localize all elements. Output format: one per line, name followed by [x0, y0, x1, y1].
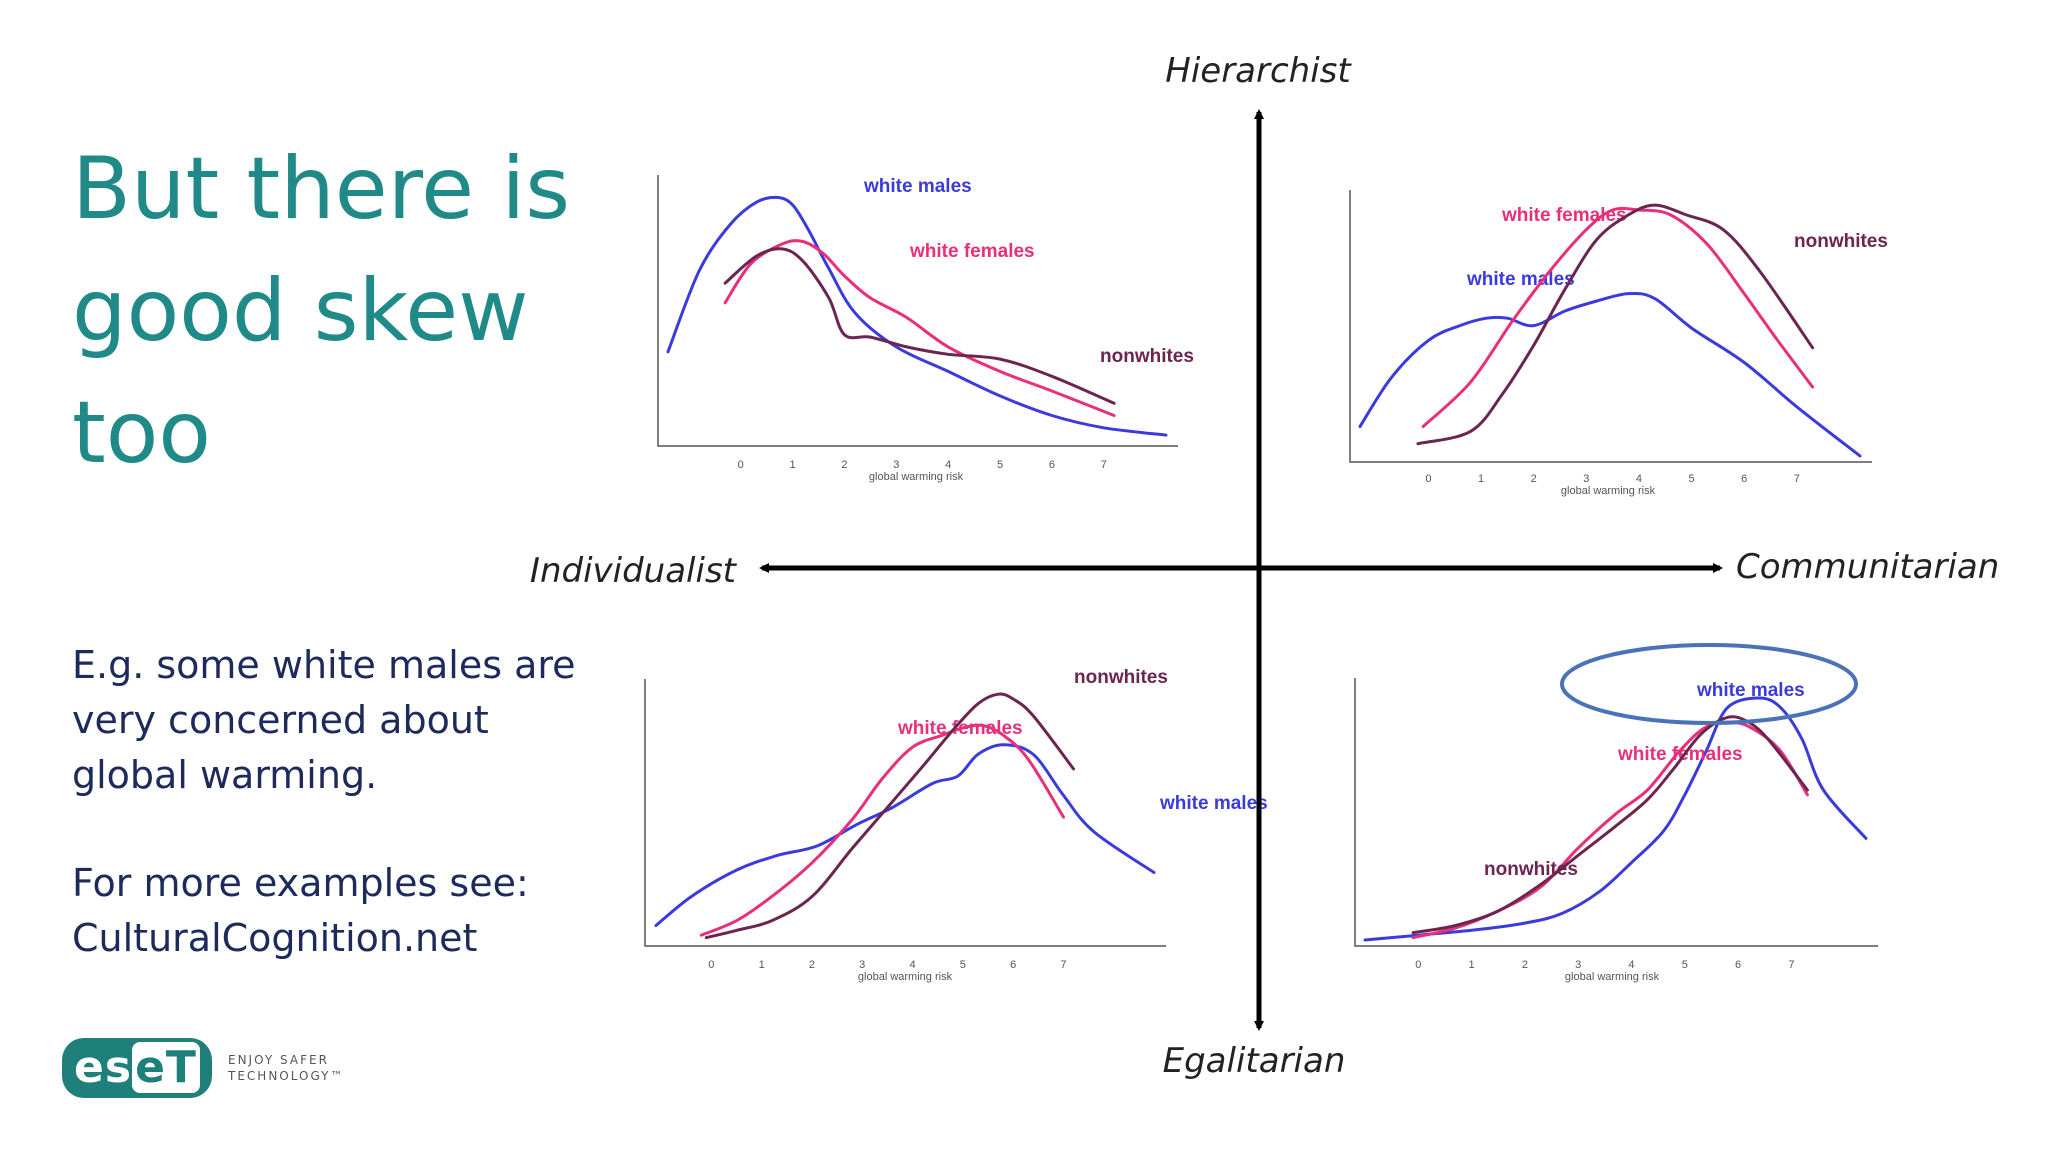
- x-tick-label: 6: [1741, 473, 1747, 485]
- x-tick-label: 2: [1531, 473, 1537, 485]
- x-tick-label: 1: [1469, 959, 1475, 971]
- example-paragraph: E.g. some white males are very concerned…: [72, 638, 632, 803]
- logo-text-1: es: [74, 1042, 133, 1093]
- x-tick-label: 7: [1788, 959, 1794, 971]
- chart-panel-hierarchist-communitarian: 0 1 2 3 4 5 6 7 global warming risk white males wh…: [1349, 190, 1888, 497]
- x-tick-label: 4: [945, 459, 951, 471]
- x-tick-label: 1: [1478, 473, 1484, 485]
- series-label-nonwhites: nonwhites: [1074, 667, 1168, 688]
- series-line-white-males: [666, 195, 1168, 437]
- series-line-white-females: [699, 723, 1065, 937]
- x-tick-label: 0: [1415, 959, 1421, 971]
- series-label-nonwhites: nonwhites: [1794, 231, 1888, 252]
- x-axis-label: global warming risk: [858, 971, 953, 983]
- x-tick-label: 2: [809, 959, 815, 971]
- series-label-nonwhites: nonwhites: [1100, 346, 1194, 367]
- axis-label-communitarian: Communitarian: [1736, 547, 1999, 587]
- series-line-white-males: [1363, 696, 1868, 942]
- series-line-nonwhites: [704, 692, 1075, 940]
- series-label-white-females: white females: [1501, 205, 1627, 226]
- x-axis-label: global warming risk: [1565, 971, 1660, 983]
- reference-paragraph: For more examples see: CulturalCognition…: [72, 856, 632, 966]
- series-label-white-males: white males: [1466, 269, 1575, 290]
- panel-axes: [1349, 190, 1872, 463]
- reference-link-text: CulturalCognition.net: [72, 916, 478, 960]
- series-label-white-females: white females: [909, 241, 1035, 262]
- x-tick-label: 6: [1010, 959, 1016, 971]
- chart-panel-egalitarian-communitarian: 0 1 2 3 4 5 6 7 global warming risk white males wh…: [1354, 678, 1878, 983]
- highlight-ellipse: [1560, 643, 1858, 725]
- body-line: For more examples see:: [72, 861, 529, 905]
- x-tick-label: 3: [1583, 473, 1589, 485]
- title-line: good skew: [72, 261, 529, 361]
- x-tick-label: 5: [1689, 473, 1695, 485]
- axis-label-hierarchist: Hierarchist: [1165, 51, 1352, 91]
- axis-label-egalitarian: Egalitarian: [1163, 1041, 1346, 1081]
- x-tick-label: 3: [893, 459, 899, 471]
- x-tick-label: 0: [708, 959, 714, 971]
- series-label-white-males: white males: [863, 176, 972, 197]
- series-label-white-males: white males: [1159, 793, 1268, 814]
- x-tick-label: 7: [1060, 959, 1066, 971]
- x-tick-label: 0: [1425, 473, 1431, 485]
- slide-title: But there is good skew too: [72, 128, 592, 494]
- body-line: global warming.: [72, 753, 378, 797]
- panel-axes: [1354, 678, 1878, 947]
- x-tick-label: 5: [997, 459, 1003, 471]
- x-tick-label: 5: [1682, 959, 1688, 971]
- chart-panel-egalitarian-individualist: 0 1 2 3 4 5 6 7 global warming risk white males wh…: [644, 667, 1268, 983]
- x-axis-label: global warming risk: [869, 471, 964, 483]
- x-tick-label: 7: [1794, 473, 1800, 485]
- series-line-white-females: [1421, 206, 1815, 428]
- x-axis-label: global warming risk: [1561, 485, 1656, 497]
- series-label-white-females: white females: [1617, 744, 1743, 765]
- series-line-nonwhites: [723, 247, 1116, 405]
- chart-panel-hierarchist-individualist: 0 1 2 3 4 5 6 7 global warming risk white males wh…: [657, 175, 1194, 483]
- x-tick-label: 6: [1735, 959, 1741, 971]
- x-tick-label: 4: [1636, 473, 1642, 485]
- x-tick-label: 3: [859, 959, 865, 971]
- x-tick-label: 7: [1101, 459, 1107, 471]
- x-tick-label: 2: [1522, 959, 1528, 971]
- series-line-nonwhites: [1416, 203, 1815, 446]
- x-tick-label: 0: [738, 459, 744, 471]
- tagline-line: ENJOY SAFER: [228, 1053, 329, 1067]
- series-label-white-males: white males: [1696, 680, 1805, 701]
- chart-panels: 0 1 2 3 4 5 6 7 global warming risk white males wh…: [644, 175, 1888, 983]
- x-tick-label: 3: [1575, 959, 1581, 971]
- series-line-white-females: [723, 239, 1116, 417]
- logo-text-2: eT: [132, 1042, 200, 1093]
- title-line: too: [72, 383, 211, 483]
- axis-label-individualist: Individualist: [530, 551, 738, 591]
- tagline-line: TECHNOLOGY™: [228, 1069, 345, 1083]
- series-line-nonwhites: [1411, 715, 1809, 935]
- x-tick-label: 2: [841, 459, 847, 471]
- x-tick-label: 6: [1049, 459, 1055, 471]
- x-tick-label: 4: [1628, 959, 1634, 971]
- body-line: E.g. some white males are: [72, 643, 576, 687]
- panel-axes: [644, 679, 1166, 947]
- series-line-white-males: [1358, 291, 1862, 458]
- series-label-white-females: white females: [897, 718, 1023, 739]
- x-tick-label: 5: [960, 959, 966, 971]
- title-line: But there is: [72, 139, 571, 239]
- body-line: very concerned about: [72, 698, 489, 742]
- series-line-white-males: [654, 743, 1156, 927]
- eset-logo: eseT: [62, 1038, 212, 1098]
- logo-tagline: ENJOY SAFER TECHNOLOGY™: [228, 1052, 344, 1084]
- x-tick-label: 4: [909, 959, 915, 971]
- series-label-nonwhites: nonwhites: [1484, 859, 1578, 880]
- panel-axes: [657, 175, 1178, 447]
- x-tick-label: 1: [789, 459, 795, 471]
- x-tick-label: 1: [759, 959, 765, 971]
